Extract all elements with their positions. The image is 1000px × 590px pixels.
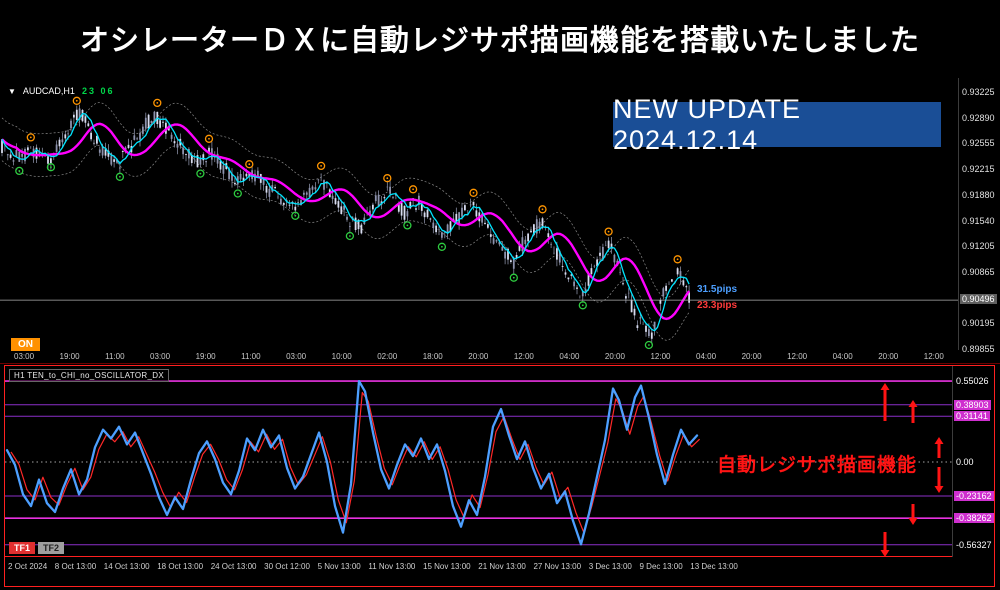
date-tick: 15 Nov 13:00 xyxy=(423,562,471,571)
pips-down-label: 23.3pips xyxy=(697,300,738,311)
price-tick: 0.92555 xyxy=(962,138,995,149)
symbol-row: ▼ AUDCAD,H1 23 06 xyxy=(8,86,114,96)
oscillator-plot-area[interactable]: H1 TEN_to_CHI_no_OSCILLATOR_DX 自動レジサポ描画機… xyxy=(5,366,952,557)
time-tick: 04:00 xyxy=(832,352,853,361)
time-tick: 19:00 xyxy=(59,352,80,361)
time-tick: 10:00 xyxy=(331,352,352,361)
time-tick: 12:00 xyxy=(923,352,944,361)
date-tick: 11 Nov 13:00 xyxy=(368,562,416,571)
date-tick: 21 Nov 13:00 xyxy=(478,562,526,571)
date-tick: 8 Oct 13:00 xyxy=(54,562,97,571)
osc-level-label: 0.55026 xyxy=(956,376,989,387)
date-tick: 27 Nov 13:00 xyxy=(533,562,582,571)
indicator-on-button[interactable]: ON xyxy=(11,338,40,351)
time-tick: 18:00 xyxy=(422,352,443,361)
price-tick: 0.90195 xyxy=(962,318,995,329)
announcement-text: オシレーターＤＸに自動レジサポ描画機能を搭載いたしました xyxy=(79,25,920,57)
date-tick: 30 Oct 12:00 xyxy=(264,562,310,571)
time-tick: 20:00 xyxy=(741,352,762,361)
tf1-button[interactable]: TF1 xyxy=(9,542,36,554)
time-tick: 19:00 xyxy=(195,352,216,361)
time-tick: 11:00 xyxy=(241,352,261,361)
indicator-values-label: 23 06 xyxy=(81,86,115,96)
oscillator-title: H1 TEN_to_CHI_no_OSCILLATOR_DX xyxy=(9,369,169,382)
price-tick: 0.91540 xyxy=(962,215,995,226)
time-tick: 12:00 xyxy=(650,352,671,361)
time-tick: 03:00 xyxy=(150,352,171,361)
time-tick: 02:00 xyxy=(377,352,398,361)
tf2-button[interactable]: TF2 xyxy=(38,542,65,554)
time-tick: 20:00 xyxy=(468,352,489,361)
oscillator-window: H1 TEN_to_CHI_no_OSCILLATOR_DX 自動レジサポ描画機… xyxy=(4,365,995,587)
osc-level-label: -0.56327 xyxy=(956,539,992,550)
price-tick: 0.89855 xyxy=(962,344,995,355)
oscillator-axis: 0.55026 0.38903 0.31141 0.00 -0.23162 -0.3826… xyxy=(952,366,994,557)
announcement-banner: オシレーターＤＸに自動レジサポ描画機能を搭載いたしました xyxy=(0,0,1000,76)
window-separator xyxy=(0,363,1000,364)
time-tick: 20:00 xyxy=(878,352,899,361)
pips-up-label: 31.5pips xyxy=(697,284,738,295)
time-tick: 03:00 xyxy=(14,352,35,361)
time-tick: 12:00 xyxy=(513,352,534,361)
osc-level-label: 0.38903 xyxy=(954,399,991,410)
price-tick: 0.92215 xyxy=(962,164,995,175)
date-tick: 13 Dec 13:00 xyxy=(690,562,738,571)
date-tick: 24 Oct 13:00 xyxy=(210,562,257,571)
price-tick: 0.91880 xyxy=(962,189,995,200)
osc-level-label: -0.23162 xyxy=(954,491,994,502)
date-axis: 2 Oct 2024 8 Oct 13:00 14 Oct 13:00 18 Oct … xyxy=(8,562,738,571)
osc-level-label: -0.38262 xyxy=(954,513,994,524)
time-axis: 03:00 19:00 11:00 03:00 19:00 11:00 03:00 10:00… xyxy=(0,352,958,361)
chart-menu-caret-icon[interactable]: ▼ xyxy=(8,86,16,96)
chart-symbol-label: AUDCAD,H1 xyxy=(22,86,75,96)
price-chart-window: ▼ AUDCAD,H1 23 06 NEW UPDATE 2024.12.14 … xyxy=(0,76,1000,365)
price-axis: 0.93225 0.92890 0.92555 0.92215 0.91880 0.915… xyxy=(958,78,1000,354)
price-tick: 0.91205 xyxy=(962,241,995,252)
date-tick: 9 Dec 13:00 xyxy=(639,562,683,571)
date-tick: 5 Nov 13:00 xyxy=(317,562,361,571)
auto-sr-annotation: 自動レジサポ描画機能 xyxy=(717,455,918,476)
date-tick: 18 Oct 13:00 xyxy=(157,562,204,571)
price-tick: 0.90865 xyxy=(962,267,995,277)
price-tick: 0.93225 xyxy=(962,87,995,98)
osc-level-label: 0.31141 xyxy=(954,411,990,422)
price-tick: 0.92890 xyxy=(962,112,995,123)
current-price-tag: 0.90496 xyxy=(960,294,997,305)
update-badge: NEW UPDATE 2024.12.14 xyxy=(613,94,941,155)
date-tick: 2 Oct 2024 xyxy=(8,562,48,571)
time-tick: 20:00 xyxy=(604,352,625,361)
time-tick: 12:00 xyxy=(787,352,808,361)
date-tick: 3 Dec 13:00 xyxy=(588,562,632,571)
time-tick: 04:00 xyxy=(696,352,717,361)
osc-level-label: 0.00 xyxy=(956,457,974,467)
time-tick: 03:00 xyxy=(286,352,307,361)
time-tick: 04:00 xyxy=(559,352,580,361)
chart-plot-area[interactable]: ▼ AUDCAD,H1 23 06 NEW UPDATE 2024.12.14 … xyxy=(0,78,958,351)
date-tick: 14 Oct 13:00 xyxy=(103,562,150,571)
time-tick: 11:00 xyxy=(105,352,125,361)
timeframe-buttons: TF1 TF2 xyxy=(9,542,65,554)
